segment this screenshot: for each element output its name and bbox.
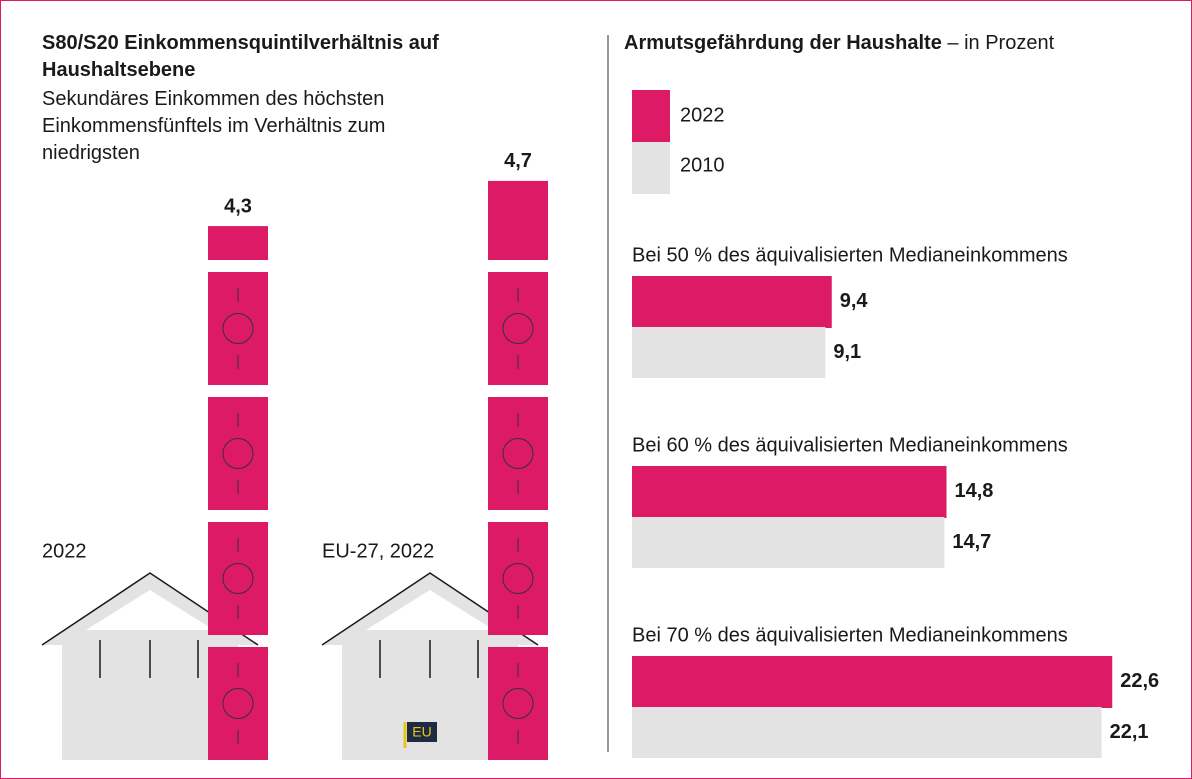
value-label: 14,8 xyxy=(955,480,994,502)
group-label: Bei 70 % des äquivalisierten Medianeinko… xyxy=(632,624,1068,646)
banknote-partial xyxy=(208,226,268,260)
page: Armutsgefährdung der Haushalte – in Proz… xyxy=(0,0,1192,779)
banknote-partial xyxy=(488,181,548,260)
legend-label: 2010 xyxy=(680,154,725,176)
right-title: Armutsgefährdung der Haushalte – in Proz… xyxy=(624,32,1055,54)
bar xyxy=(632,466,947,518)
legend-swatch xyxy=(632,90,670,142)
value-label: 14,7 xyxy=(952,531,991,553)
group-label: Bei 60 % des äquivalisierten Medianeinko… xyxy=(632,434,1068,456)
category-label: 2022 xyxy=(42,540,87,562)
subtitle: – in Prozent xyxy=(947,32,1054,54)
banknote-stack xyxy=(208,226,268,760)
left-title: S80/S20 Einkommensquintilverhältnis auf … xyxy=(42,30,442,84)
value-label: 9,4 xyxy=(840,290,869,312)
legend-label: 2022 xyxy=(680,104,725,126)
bar xyxy=(632,707,1102,758)
value-label: 22,6 xyxy=(1120,670,1159,692)
bar xyxy=(632,517,944,568)
bar xyxy=(632,656,1112,708)
value-label: 4,7 xyxy=(504,150,532,172)
flag-label: EU xyxy=(412,724,431,740)
category-label: EU-27, 2022 xyxy=(322,540,434,562)
bar xyxy=(632,276,832,328)
banknote-stack xyxy=(488,181,548,760)
bar xyxy=(632,327,825,378)
value-label: 4,3 xyxy=(224,195,252,217)
title: Armutsgefährdung der Haushalte xyxy=(624,32,942,54)
value-label: 9,1 xyxy=(833,341,861,363)
left-subtitle: Sekundäres Einkommen des höchsten Einkom… xyxy=(42,86,412,167)
group-label: Bei 50 % des äquivalisierten Medianeinko… xyxy=(632,244,1068,266)
value-label: 22,1 xyxy=(1110,721,1149,743)
legend-swatch xyxy=(632,142,670,194)
